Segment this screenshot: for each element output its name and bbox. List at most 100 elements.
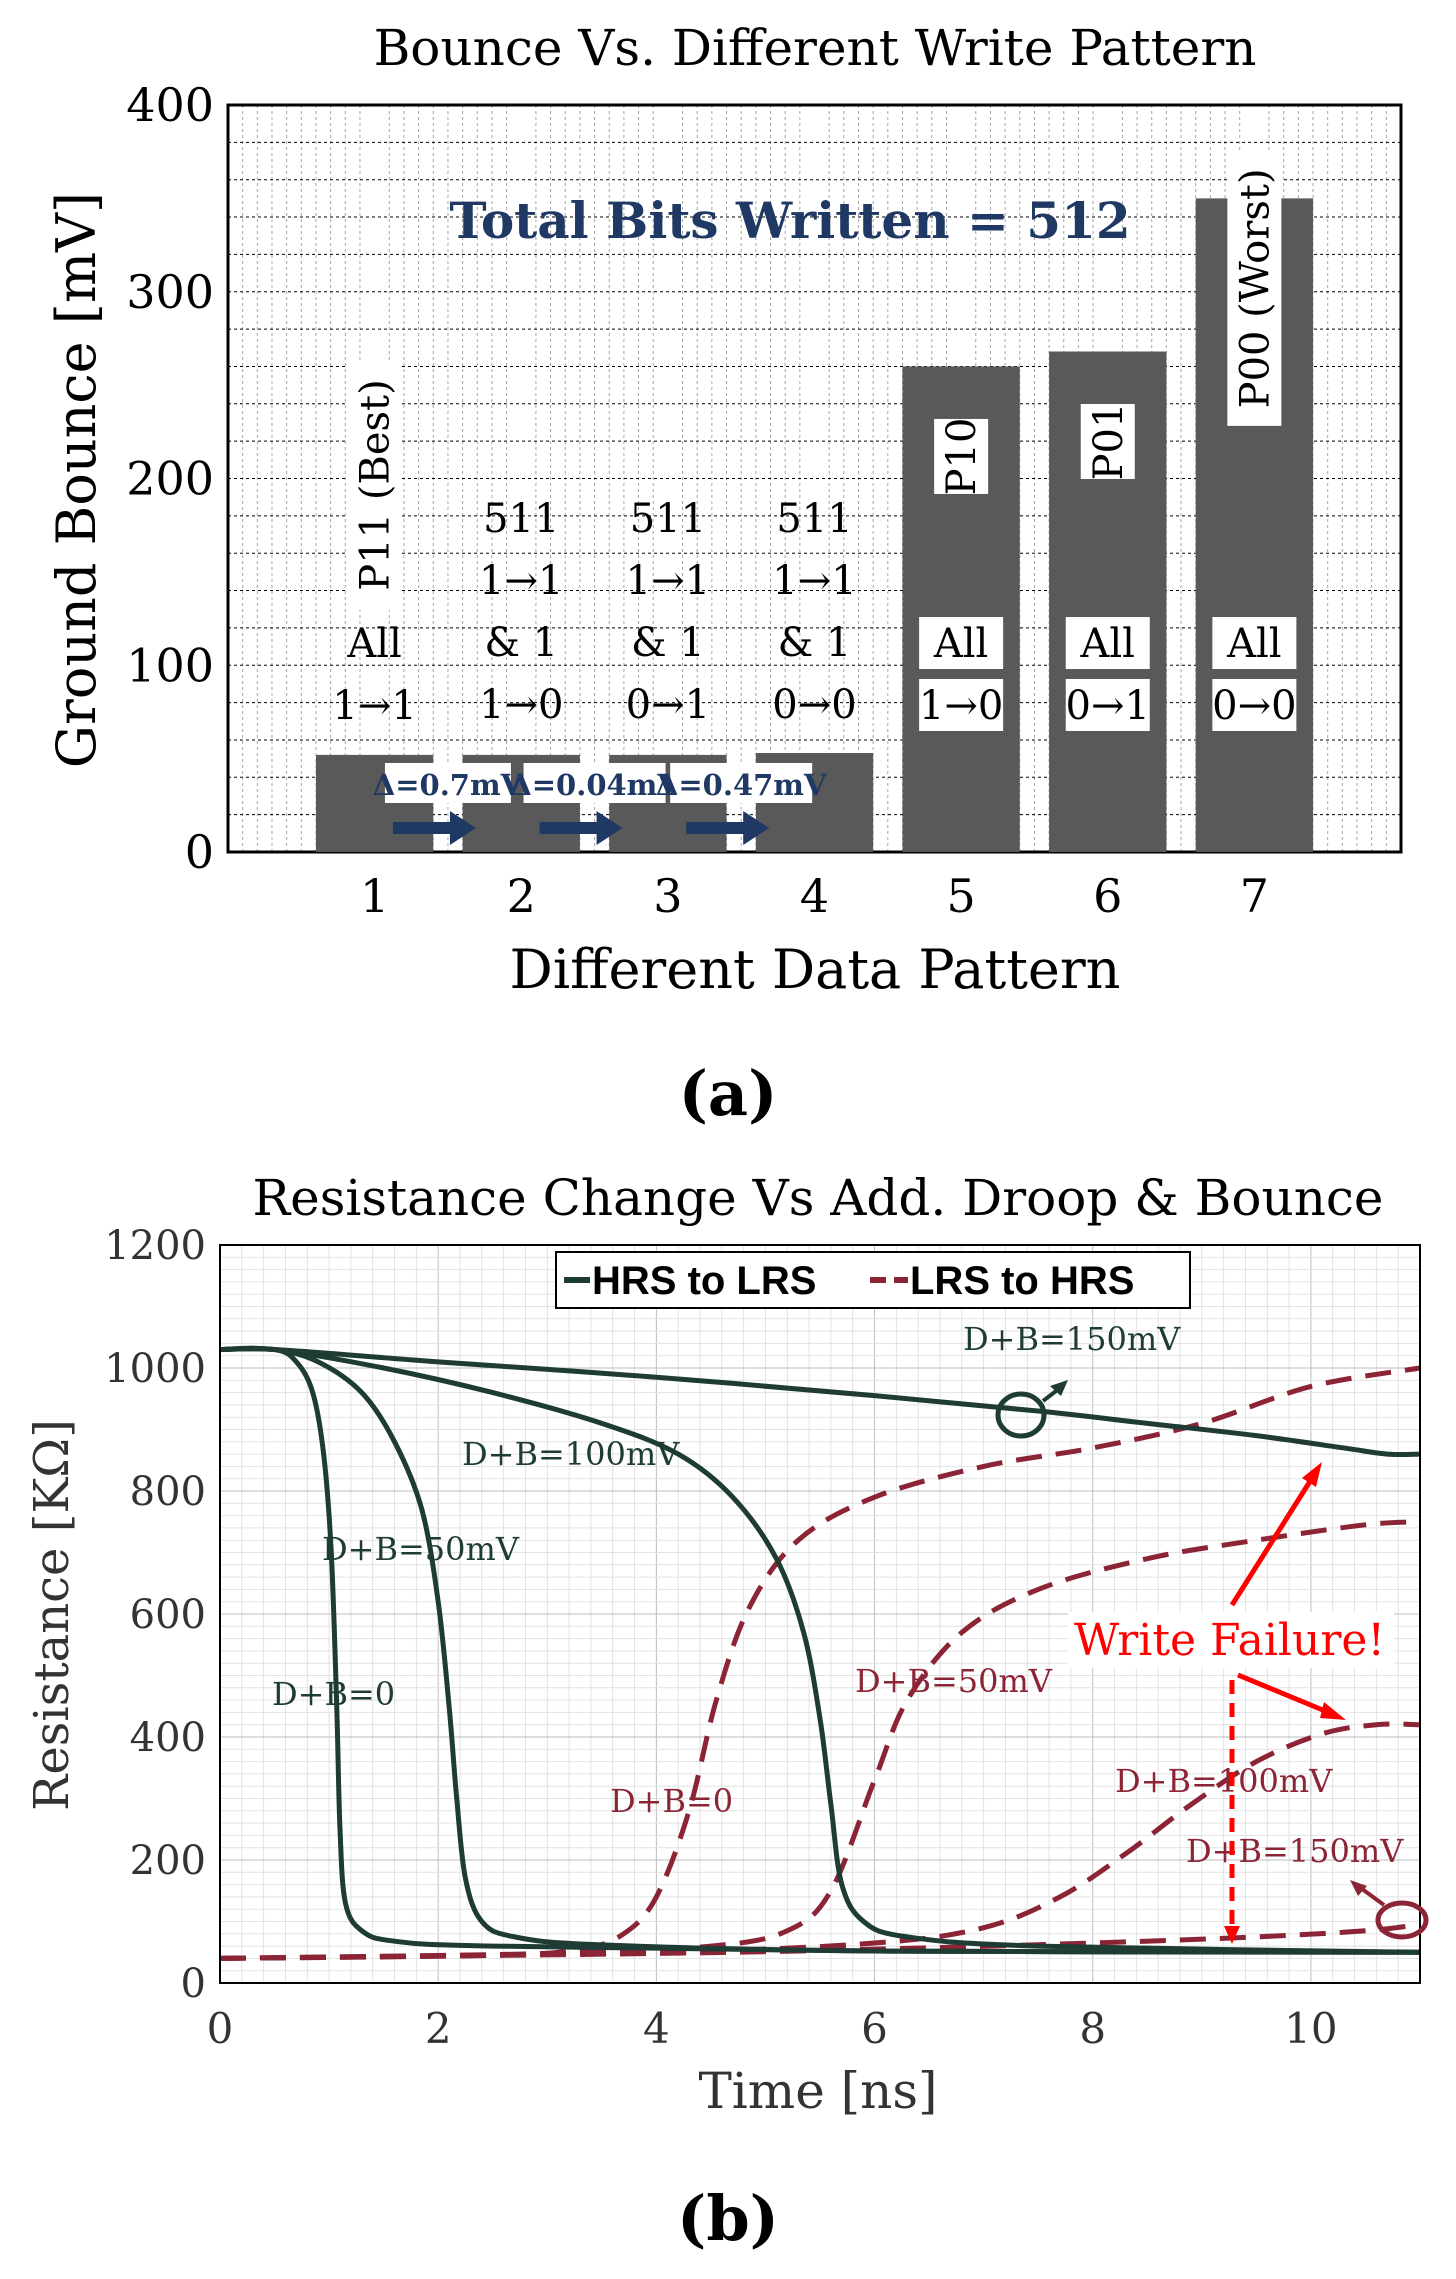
failure-arrow-1-head bbox=[1302, 1462, 1322, 1487]
bar-text-line: All bbox=[1226, 621, 1281, 667]
failure-arrow-2 bbox=[1237, 1672, 1331, 1716]
write-failure-label: Write Failure! bbox=[1074, 1615, 1385, 1666]
x-tick-label: 2 bbox=[507, 869, 536, 923]
bar-text-line: 1→1 bbox=[772, 558, 856, 604]
bar-text-line: 0→0 bbox=[772, 682, 856, 728]
delta-arrow-head bbox=[596, 811, 623, 845]
panel-b-label: (b) bbox=[677, 2182, 779, 2255]
delta-label: Δ=0.47mV bbox=[656, 768, 827, 802]
y-tick-label: 400 bbox=[126, 78, 214, 132]
bar-text-line: All bbox=[933, 621, 988, 667]
x-tick-label: 8 bbox=[1079, 2004, 1106, 2053]
bar-text-bg bbox=[1212, 679, 1297, 731]
y-tick-label: 1200 bbox=[104, 1223, 206, 1269]
bar-text-line: 0→0 bbox=[1212, 683, 1296, 729]
chart-b-legend: HRS to LRS LRS to HRS bbox=[555, 1251, 1191, 1309]
bar-name-group-5: P10 bbox=[934, 418, 989, 496]
legend-lrs-label: LRS to HRS bbox=[910, 1259, 1134, 1303]
chart-a-y-tick-labels: 0 100 200 300 400 bbox=[126, 78, 214, 879]
y-tick-label: 200 bbox=[126, 452, 214, 506]
lrs-to-hrs-line-2 bbox=[219, 1519, 1421, 1961]
delta-box bbox=[670, 763, 813, 803]
bar-text-line: 511 bbox=[776, 496, 852, 542]
bar-text-line: 0→1 bbox=[1066, 683, 1150, 729]
bar-text-line: & 1 bbox=[484, 620, 558, 666]
x-tick-label: 6 bbox=[861, 2004, 888, 2053]
legend-hrs-label: HRS to LRS bbox=[592, 1259, 816, 1303]
bar-name-bg bbox=[1227, 150, 1282, 426]
chart-b-plot-frame bbox=[219, 1244, 1421, 1984]
chart-b-x-tick-labels: 0 2 4 6 8 10 bbox=[207, 2004, 1338, 2053]
y-tick-label: 300 bbox=[126, 265, 214, 319]
chart-a-title: Bounce Vs. Different Write Pattern bbox=[374, 19, 1257, 77]
bar-text-bg bbox=[1065, 617, 1150, 669]
panel-a-label: (a) bbox=[679, 1057, 778, 1130]
lrs-label-db50: D+B=50mV bbox=[855, 1662, 1053, 1700]
y-tick-label: 400 bbox=[130, 1715, 206, 1761]
bar-name-group-6: P01 bbox=[1080, 403, 1135, 480]
chart-a-x-axis-label: Different Data Pattern bbox=[510, 938, 1121, 1001]
bar-name-bg bbox=[1080, 404, 1135, 480]
write-failure-annotation: Write Failure! bbox=[1068, 1462, 1394, 1944]
delta-arrow-head bbox=[743, 811, 770, 845]
hrs-to-lrs-line-3 bbox=[219, 1345, 1421, 1955]
x-tick-label: 6 bbox=[1093, 869, 1122, 923]
x-tick-label: 7 bbox=[1240, 869, 1269, 923]
bar-text-line: & 1 bbox=[631, 620, 705, 666]
total-bits-annotation: Total Bits Written = 512 bbox=[449, 191, 1130, 250]
hrs-label-db0: D+B=0 bbox=[272, 1675, 395, 1713]
lrs-label-db100: D+B=100mV bbox=[1115, 1762, 1333, 1800]
bar-text-line: All bbox=[1080, 621, 1135, 667]
bar-text-line: & 1 bbox=[778, 620, 852, 666]
delta-box bbox=[384, 763, 511, 803]
chart-b: Resistance Change Vs Add. Droop & Bounce… bbox=[24, 1169, 1429, 2255]
failure-arrow-2-head bbox=[1320, 1702, 1346, 1720]
bar-name-label: P10 bbox=[939, 418, 985, 496]
chart-b-y-axis-label: Resistance [KΩ] bbox=[24, 1419, 80, 1811]
delta-label: Δ=0.04mV bbox=[509, 768, 680, 802]
hrs-label-db100: D+B=100mV bbox=[462, 1435, 680, 1473]
failure-arrow-3-head bbox=[1224, 1926, 1240, 1944]
delta-label: Δ=0.7mV bbox=[373, 768, 524, 802]
chart-b-series bbox=[219, 1345, 1421, 1961]
y-tick-label: 1000 bbox=[104, 1346, 206, 1392]
delta-box bbox=[523, 763, 666, 803]
y-tick-label: 600 bbox=[130, 1592, 206, 1638]
bar-text-line: 1→1 bbox=[332, 683, 416, 729]
bar-name-bg bbox=[934, 418, 989, 494]
chart-a-x-tick-labels: 1 2 3 4 5 6 7 bbox=[360, 869, 1269, 923]
y-tick-label: 800 bbox=[130, 1469, 206, 1515]
chart-a: Bounce Vs. Different Write Pattern P11 (… bbox=[45, 19, 1403, 1130]
bar-text-line: 1→1 bbox=[479, 558, 563, 604]
x-tick-label: 4 bbox=[643, 2004, 670, 2053]
bar-text-line: 511 bbox=[630, 496, 706, 542]
bar-text-line: 1→1 bbox=[626, 558, 710, 604]
bar-name-group-7: P00 (Worst) bbox=[1227, 150, 1282, 426]
bar-name-label: P00 (Worst) bbox=[1232, 168, 1278, 408]
hrs-to-lrs-line-4 bbox=[219, 1346, 1421, 1458]
hrs-label-db50: D+B=50mV bbox=[322, 1530, 520, 1568]
lrs-label-db150: D+B=150mV bbox=[1186, 1832, 1404, 1870]
lrs-circle-pointer-head bbox=[1350, 1880, 1367, 1896]
hrs-db150-circle bbox=[995, 1391, 1047, 1439]
lrs-db150-circle bbox=[1375, 1900, 1429, 1940]
bar-text-bg bbox=[919, 679, 1004, 731]
x-tick-label: 3 bbox=[653, 869, 682, 923]
failure-arrow-1 bbox=[1229, 1473, 1317, 1607]
bar-text-line: 0→1 bbox=[626, 682, 710, 728]
x-tick-label: 2 bbox=[425, 2004, 452, 2053]
lrs-to-hrs-line-1 bbox=[219, 1365, 1421, 1961]
bar-text-bg bbox=[919, 617, 1004, 669]
hrs-circle-pointer-head bbox=[1050, 1380, 1068, 1396]
hrs-to-lrs-line-2 bbox=[219, 1346, 1421, 1955]
bar-text-bg bbox=[1212, 617, 1297, 669]
bar-text-line: 1→0 bbox=[479, 682, 563, 728]
x-tick-label: 10 bbox=[1284, 2004, 1337, 2053]
x-tick-label: 4 bbox=[800, 869, 829, 923]
chart-b-title: Resistance Change Vs Add. Droop & Bounce bbox=[252, 1169, 1383, 1227]
x-tick-label: 1 bbox=[360, 869, 389, 923]
y-tick-label: 200 bbox=[130, 1838, 206, 1884]
bar-text-line: 1→0 bbox=[919, 683, 1003, 729]
